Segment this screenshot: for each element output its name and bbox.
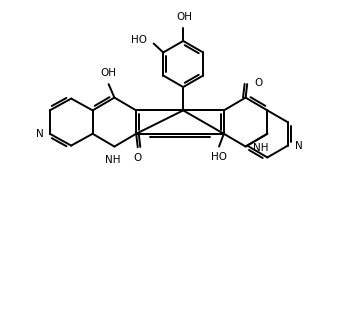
Text: HO: HO [131, 35, 147, 45]
Text: NH: NH [105, 155, 120, 164]
Text: O: O [254, 77, 262, 88]
Text: N: N [295, 140, 303, 151]
Text: NH: NH [252, 143, 268, 153]
Text: O: O [133, 153, 142, 163]
Text: HO: HO [211, 152, 227, 162]
Text: N: N [36, 129, 43, 139]
Text: OH: OH [100, 68, 116, 78]
Text: OH: OH [177, 12, 193, 22]
